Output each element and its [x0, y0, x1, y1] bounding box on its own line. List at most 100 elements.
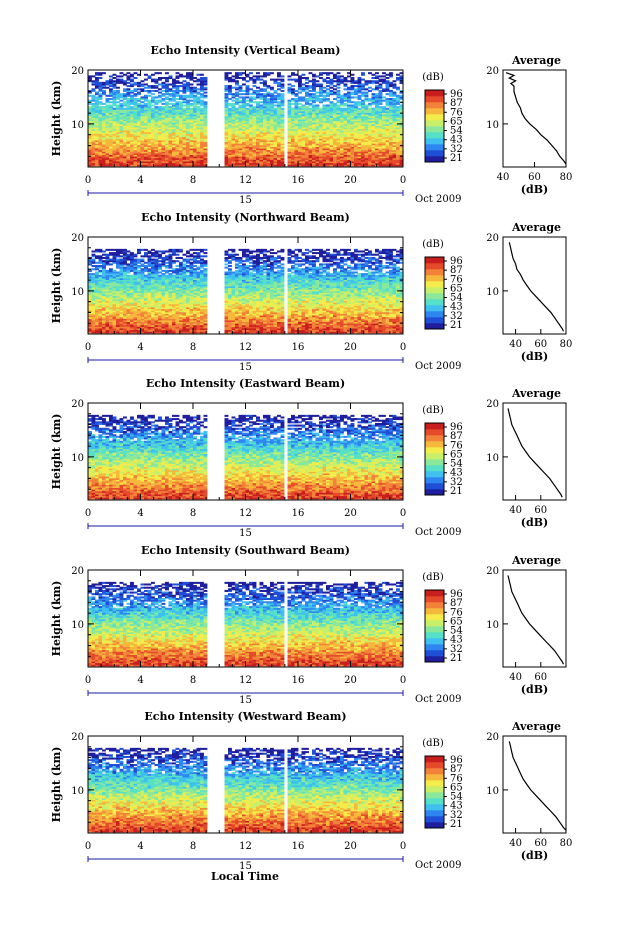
heatmap-cell	[98, 117, 103, 120]
heatmap-cell	[336, 86, 341, 89]
heatmap-cell	[263, 157, 267, 160]
heatmap-cell	[126, 106, 131, 109]
heatmap-cell	[336, 109, 341, 112]
heatmap-cell	[263, 102, 267, 105]
heatmap-cell	[277, 127, 281, 130]
heatmap-cell	[151, 140, 155, 143]
heatmap-cell	[196, 88, 201, 91]
heatmap-cell	[137, 146, 141, 149]
heatmap-cell	[151, 80, 155, 83]
heatmap-cell	[123, 146, 127, 149]
heatmap-cell	[231, 94, 236, 97]
heatmap-cell	[326, 131, 330, 134]
heatmap-cell	[165, 130, 169, 133]
heatmap-cell	[256, 86, 260, 89]
heatmap-cell	[354, 125, 358, 128]
heatmap-cell	[329, 143, 334, 146]
heatmap-cell	[112, 125, 117, 128]
heatmap-cell	[266, 117, 271, 120]
heatmap-cell	[322, 154, 327, 157]
colorbar-segment	[425, 90, 444, 97]
heatmap-cell	[277, 136, 281, 139]
heatmap-cell	[119, 106, 124, 109]
heatmap-cell	[301, 77, 306, 80]
heatmap-cell	[298, 125, 302, 128]
heatmap-cell	[165, 86, 169, 89]
heatmap-cell	[147, 141, 152, 144]
heatmap-cell	[182, 125, 187, 128]
heatmap-cell	[252, 125, 257, 128]
heatmap-cell	[270, 88, 274, 91]
heatmap-cell	[263, 81, 267, 84]
heatmap-cell	[91, 94, 96, 97]
heatmap-cell	[172, 89, 176, 92]
heatmap-cell	[196, 80, 201, 83]
heatmap-cell	[200, 83, 204, 86]
heatmap-cell	[123, 151, 127, 154]
heatmap-cell	[193, 114, 197, 117]
heatmap-cell	[102, 117, 106, 120]
heatmap-cell	[147, 122, 152, 125]
heatmap-cell	[256, 151, 260, 154]
heatmap-cell	[382, 78, 386, 81]
heatmap-cell	[224, 151, 229, 154]
heatmap-cell	[291, 144, 295, 147]
heatmap-cell	[95, 261, 99, 264]
heatmap-cell	[266, 119, 271, 122]
heatmap-cell	[294, 164, 299, 167]
heatmap-cell	[91, 130, 96, 133]
heatmap-cell	[256, 106, 260, 109]
heatmap-cell	[263, 112, 267, 115]
heatmap-cell	[102, 146, 106, 149]
heatmap-cell	[256, 96, 260, 99]
heatmap-cell	[200, 136, 204, 139]
heatmap-cell	[116, 154, 120, 157]
heatmap-cell	[123, 135, 127, 138]
heatmap-cell	[151, 151, 155, 154]
panel-title: Echo Intensity (Vertical Beam)	[150, 44, 340, 57]
heatmap-cell	[361, 104, 365, 107]
heatmap-cell	[182, 88, 187, 91]
heatmap-cell	[123, 112, 127, 115]
heatmap-cell	[319, 159, 323, 162]
heatmap-cell	[133, 106, 138, 109]
heatmap-cell	[312, 88, 316, 91]
x-tick-label: 0	[85, 175, 91, 186]
heatmap-cell	[319, 117, 323, 120]
heatmap-cell	[259, 88, 264, 91]
heatmap-cell	[88, 152, 92, 156]
heatmap-cell	[347, 94, 351, 97]
heatmap-cell	[343, 131, 348, 134]
heatmap-cell	[116, 112, 120, 115]
heatmap-cell	[119, 81, 124, 84]
heatmap-cell	[298, 131, 302, 134]
heatmap-cell	[357, 104, 362, 107]
heatmap-cell	[252, 89, 257, 92]
heatmap-cell	[305, 94, 309, 97]
heatmap-cell	[361, 131, 365, 134]
heatmap-cell	[371, 117, 376, 120]
heatmap-cell	[347, 93, 351, 96]
heatmap-cell	[224, 89, 229, 92]
heatmap-cell	[371, 157, 376, 160]
heatmap-cell	[273, 135, 278, 138]
heatmap-cell	[333, 162, 337, 165]
heatmap-cell	[179, 133, 183, 136]
heatmap-cell	[140, 143, 145, 146]
heatmap-cell	[189, 164, 194, 167]
heatmap-cell	[249, 120, 253, 123]
heatmap-cell	[364, 151, 369, 154]
heatmap-cell	[263, 89, 267, 92]
heatmap-cell	[105, 148, 110, 151]
heatmap-cell	[102, 156, 106, 159]
heatmap-cell	[140, 159, 145, 162]
heatmap-cell	[350, 135, 355, 138]
heatmap-cell	[161, 128, 166, 131]
heatmap-cell	[140, 80, 145, 83]
heatmap-cell	[375, 133, 379, 136]
heatmap-cell	[326, 152, 330, 156]
heatmap-cell	[147, 110, 152, 113]
heatmap-cell	[91, 157, 96, 160]
heatmap-cell	[224, 148, 229, 151]
heatmap-cell	[186, 96, 190, 99]
